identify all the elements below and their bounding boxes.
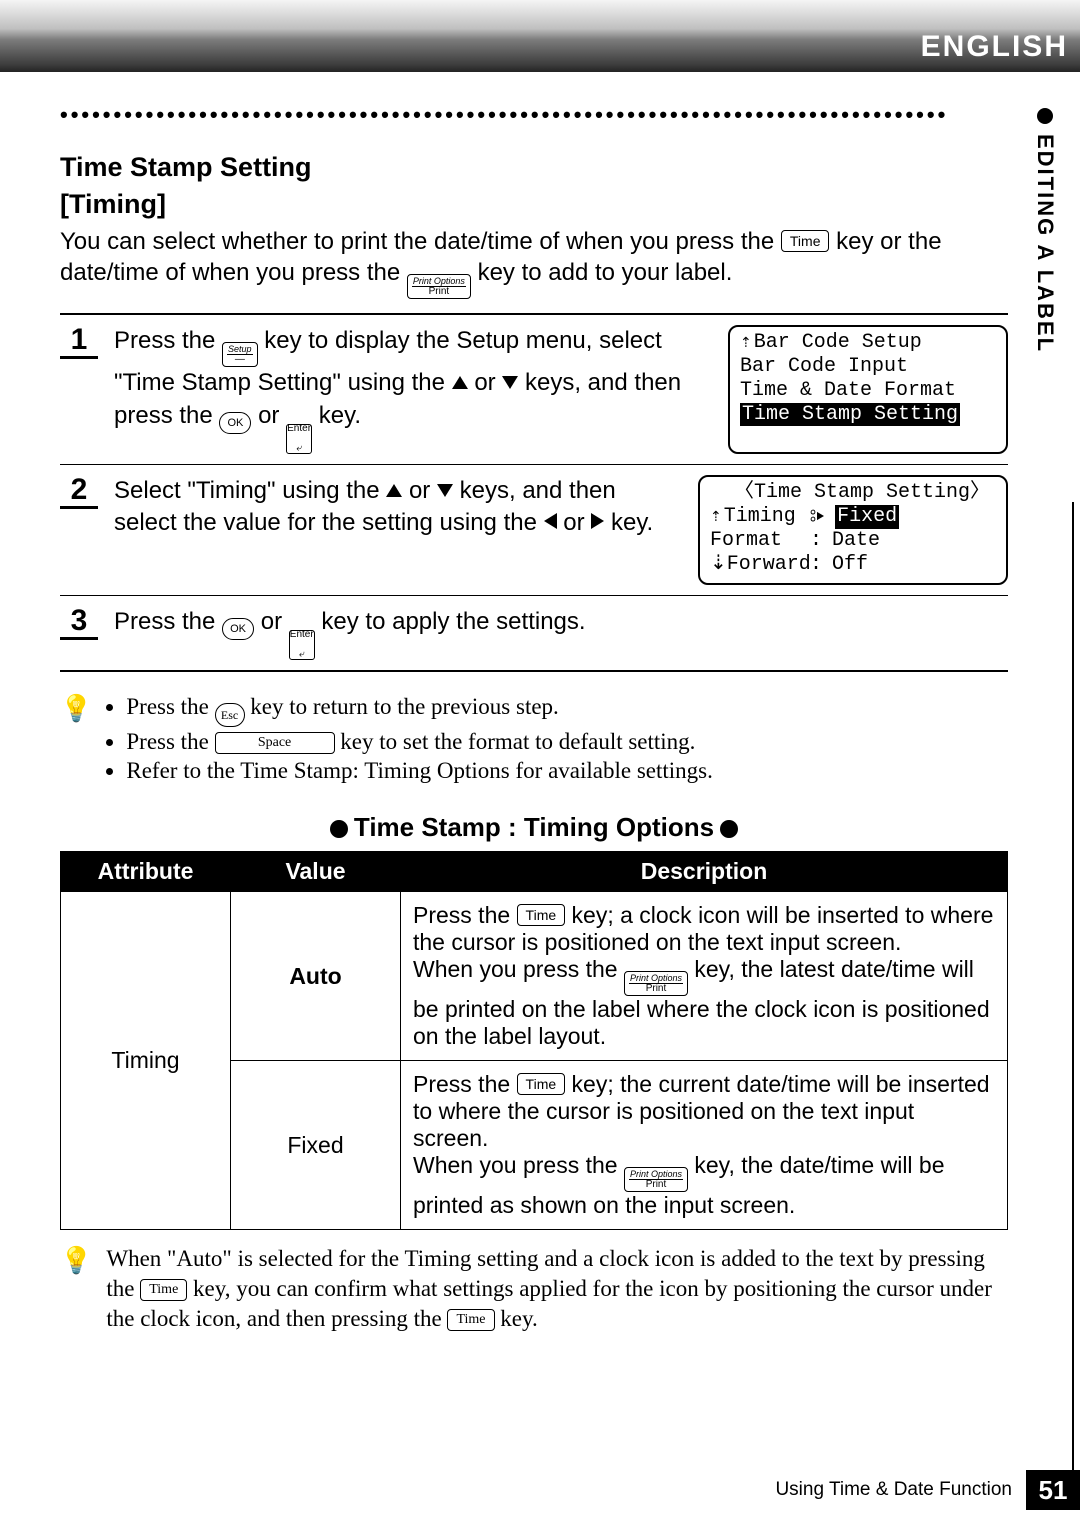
lcd-screen-2: 〈Time Stamp Setting〉 Timing⦂▸Fixed Forma… [698, 475, 1008, 585]
top-gradient-bar: ENGLISH [0, 0, 1080, 72]
intro-paragraph: You can select whether to print the date… [60, 226, 1008, 299]
print-options-key-icon: Print Options Print [624, 1167, 688, 1192]
time-key-icon: Time [517, 1073, 566, 1095]
time-key-icon: Time [781, 230, 830, 252]
step-text: Select "Timing" using the or keys, and t… [114, 475, 682, 585]
esc-key-icon: Esc [215, 703, 245, 727]
lcd-screen-1: Bar Code Setup Bar Code Input Time & Dat… [728, 325, 1008, 453]
up-arrow-icon [452, 376, 468, 389]
ok-key-icon: OK [222, 618, 254, 640]
tip-block-1: 💡 Press the Esc key to return to the pre… [60, 692, 1008, 787]
down-arrow-icon [502, 376, 518, 389]
side-ruler [1072, 502, 1074, 1482]
side-bullet-icon [1037, 108, 1053, 124]
time-key-icon: Time [140, 1279, 187, 1301]
page-content: EDITING A LABEL ••••••••••••••••••••••••… [0, 72, 1080, 1334]
side-section-text: EDITING A LABEL [1032, 134, 1058, 353]
step-number: 2 [60, 475, 98, 509]
time-key-icon: Time [447, 1309, 494, 1331]
col-value: Value [231, 852, 401, 892]
col-attribute: Attribute [61, 852, 231, 892]
cell-value: Fixed [231, 1061, 401, 1230]
footer-label: Using Time & Date Function [775, 1479, 1012, 1501]
space-key-icon: Space [215, 732, 335, 754]
print-options-key-icon: Print Options Print [624, 971, 688, 996]
options-table-title: Time Stamp : Timing Options [60, 812, 1008, 843]
language-label: ENGLISH [921, 30, 1068, 64]
enter-key-icon: Enter⤶ [286, 424, 312, 454]
down-arrow-icon [437, 484, 453, 497]
step-text: Press the OK or Enter⤶ key to apply the … [114, 606, 1008, 660]
page-number: 51 [1026, 1470, 1080, 1510]
step-number: 1 [60, 325, 98, 359]
cell-attribute: Timing [61, 892, 231, 1230]
left-arrow-icon [544, 513, 557, 529]
step-1: 1 Press the Setup — key to display the S… [60, 315, 1008, 464]
cell-description: Press the Time key; a clock icon will be… [401, 892, 1008, 1061]
step-text: Press the Setup — key to display the Set… [114, 325, 712, 453]
right-arrow-icon [591, 513, 604, 529]
up-arrow-icon [386, 484, 402, 497]
cell-value: Auto [231, 892, 401, 1061]
ok-key-icon: OK [219, 412, 251, 434]
side-section-label: EDITING A LABEL [1032, 108, 1058, 353]
tip-block-2: 💡 When "Auto" is selected for the Timing… [60, 1244, 1008, 1334]
step-3: 3 Press the OK or Enter⤶ key to apply th… [60, 596, 1008, 670]
step-number: 3 [60, 606, 98, 640]
section-title: Time Stamp Setting [60, 152, 1008, 183]
print-options-key-icon: Print Options Print [407, 274, 471, 299]
bulb-icon: 💡 [60, 692, 92, 732]
page-footer: Using Time & Date Function 51 [60, 1470, 1080, 1510]
bulb-icon: 💡 [60, 1244, 92, 1284]
enter-key-icon: Enter⤶ [289, 630, 315, 660]
setup-key-icon: Setup — [222, 342, 258, 367]
col-description: Description [401, 852, 1008, 892]
time-key-icon: Time [517, 904, 566, 926]
subsection-title: [Timing] [60, 189, 1008, 220]
step-2: 2 Select "Timing" using the or keys, and… [60, 465, 1008, 596]
steps-list: 1 Press the Setup — key to display the S… [60, 313, 1008, 671]
options-table: Attribute Value Description Timing Auto … [60, 851, 1008, 1230]
dotted-divider: ••••••••••••••••••••••••••••••••••••••••… [60, 102, 1008, 128]
cell-description: Press the Time key; the current date/tim… [401, 1061, 1008, 1230]
